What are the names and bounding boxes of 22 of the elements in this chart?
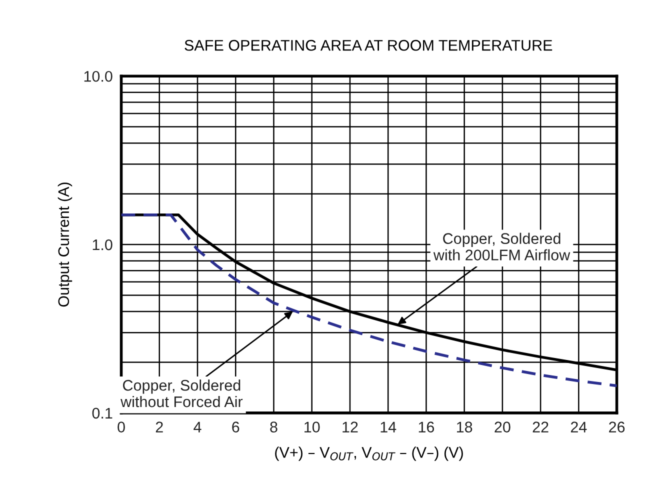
y-tick-label: 10.0: [84, 70, 112, 82]
x-tick-label: 24: [570, 422, 587, 432]
x-tick-label: 14: [380, 422, 396, 432]
x-tick-label: 20: [494, 422, 510, 432]
x-tick-label: 16: [418, 422, 434, 432]
x-tick-label: 4: [194, 422, 202, 432]
annotation: Copper, Soldered without Forced Air: [120, 380, 243, 408]
y-tick-label: 1.0: [92, 239, 112, 250]
x-tick-label: 12: [342, 422, 358, 432]
y-axis-title: Output Current (A): [58, 182, 72, 307]
x-tick-label: 8: [270, 422, 278, 432]
x-tick-label: 0: [118, 422, 125, 432]
y-tick-label: 0.1: [92, 408, 112, 419]
x-tick-label: 10: [304, 422, 320, 432]
x-tick-label: 26: [609, 422, 625, 432]
x-tick-label: 2: [156, 422, 163, 432]
x-tick-label: 6: [232, 422, 240, 432]
chart-title: SAFE OPERATING AREA AT ROOM TEMPERATURE: [184, 40, 552, 51]
annotation: Copper, Soldered with 200LFM Airflow: [433, 232, 570, 260]
x-tick-label: 18: [456, 422, 472, 432]
x-tick-label: 22: [532, 422, 548, 432]
x-axis-title: (V+) – V$_{OUT}$, V$_{OUT}$ – (V–) (V): [275, 446, 463, 461]
